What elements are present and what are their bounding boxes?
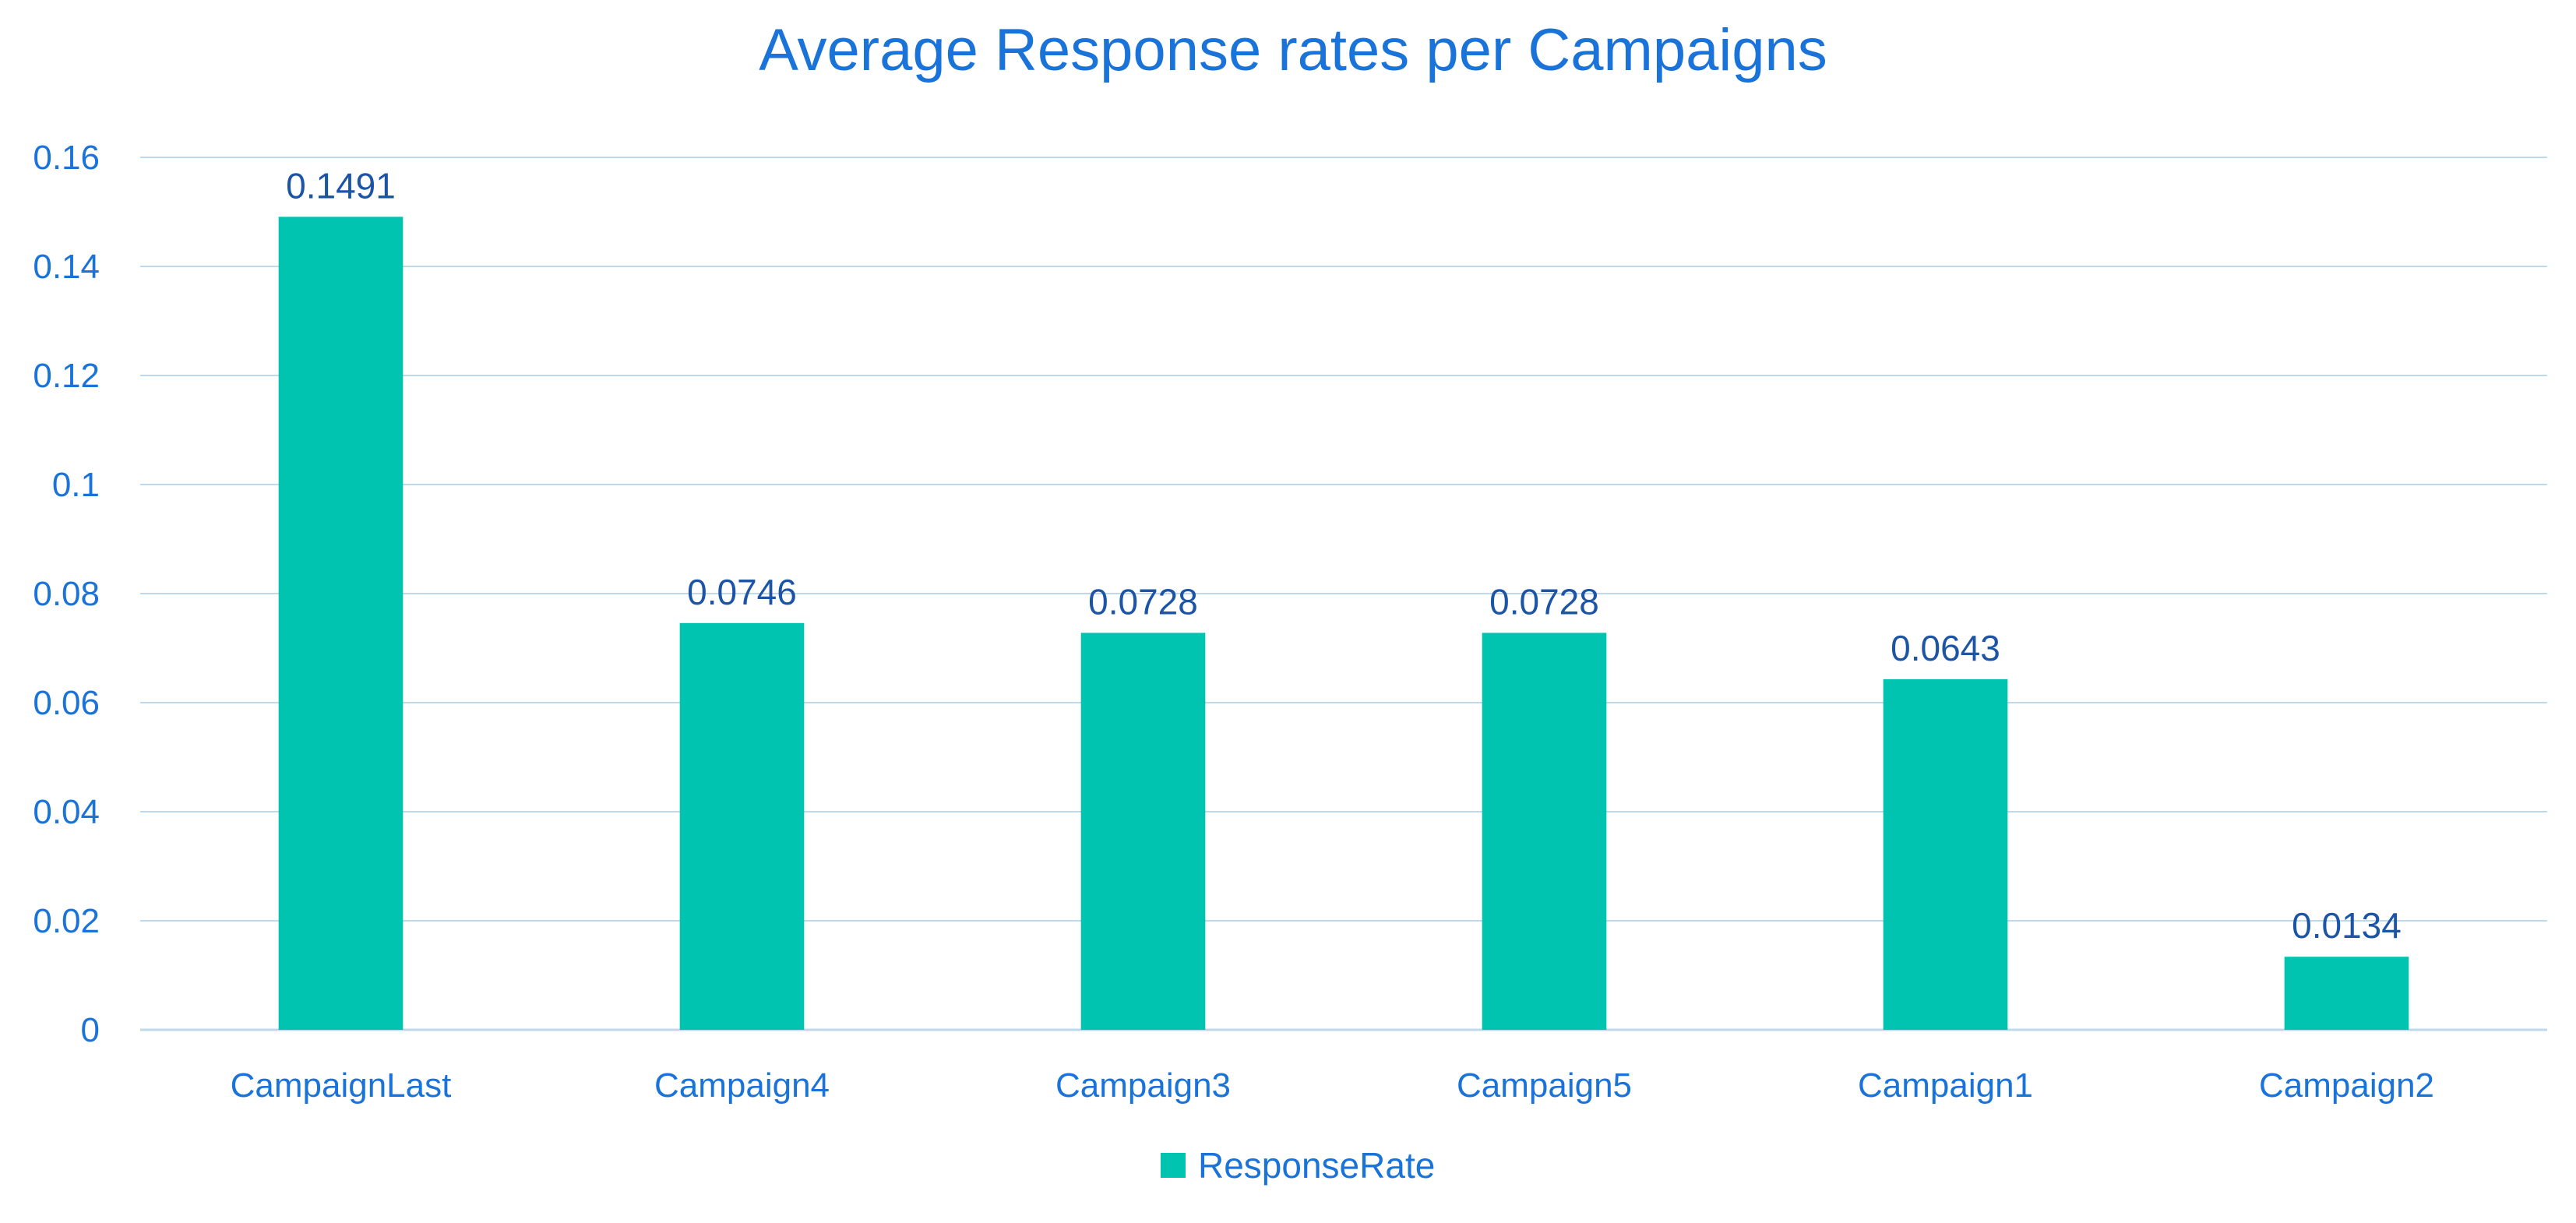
x-category-label-campaign5: Campaign5	[1457, 1066, 1632, 1105]
gridlines	[140, 157, 2547, 1031]
data-label-campaign2: 0.0134	[2292, 905, 2402, 946]
data-label-campaign5: 0.0728	[1489, 581, 1599, 622]
bar-campaign3	[1080, 633, 1206, 1030]
bar-campaign5	[1482, 633, 1607, 1030]
y-tick-label: 0.1	[52, 466, 100, 504]
data-label-campaign3: 0.0728	[1088, 581, 1198, 622]
y-tick-label: 0.14	[33, 248, 100, 286]
y-tick-label: 0	[81, 1011, 100, 1049]
data-labels: 0.1491 0.0746 0.0728 0.0728 0.0643 0.0134	[286, 165, 2402, 946]
bar-campaignlast	[278, 217, 403, 1030]
data-label-campaign1: 0.0643	[1891, 628, 2000, 668]
y-axis-tick-labels: 0 0.02 0.04 0.06 0.08 0.1 0.12 0.14 0.16	[33, 139, 100, 1049]
x-category-label-campaign1: Campaign1	[1858, 1066, 2033, 1105]
y-tick-label: 0.08	[33, 575, 100, 613]
data-label-campaign4: 0.0746	[687, 572, 797, 612]
legend: ResponseRate	[1161, 1145, 1435, 1186]
x-category-label-campaign4: Campaign4	[654, 1066, 830, 1105]
y-tick-label: 0.02	[33, 902, 100, 940]
x-category-label-campaign2: Campaign2	[2259, 1066, 2434, 1105]
chart-title: Average Response rates per Campaigns	[759, 17, 1827, 83]
bars	[278, 217, 2409, 1030]
y-tick-label: 0.12	[33, 357, 100, 395]
x-category-label-campaign3: Campaign3	[1055, 1066, 1231, 1105]
bar-campaign1	[1883, 678, 2008, 1030]
y-tick-label: 0.16	[33, 139, 100, 177]
x-category-label-campaignlast: CampaignLast	[231, 1066, 452, 1105]
bar-campaign4	[679, 622, 805, 1030]
legend-swatch-responserate	[1161, 1153, 1186, 1178]
bar-campaign2	[2284, 957, 2409, 1030]
x-axis-category-labels: CampaignLast Campaign4 Campaign3 Campaign5 C…	[231, 1066, 2434, 1105]
y-tick-label: 0.04	[33, 793, 100, 831]
y-tick-label: 0.06	[33, 684, 100, 722]
legend-label-responserate: ResponseRate	[1198, 1145, 1435, 1186]
data-label-campaignlast: 0.1491	[286, 165, 396, 206]
